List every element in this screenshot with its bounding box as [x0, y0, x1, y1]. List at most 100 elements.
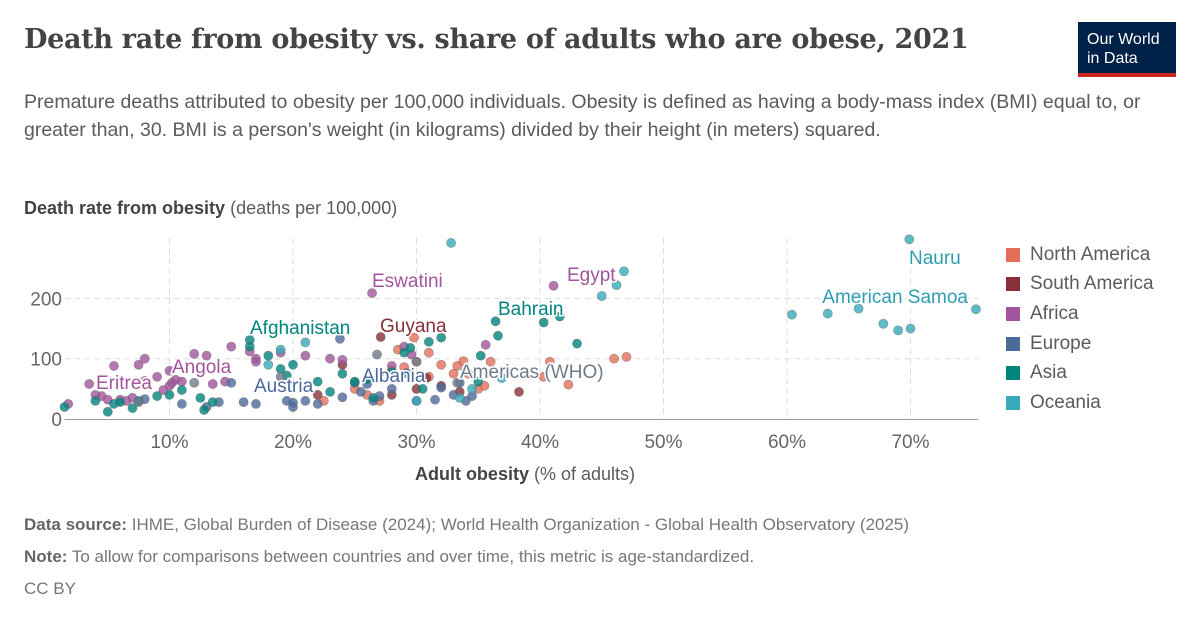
data-point: [152, 371, 163, 382]
data-point: [337, 355, 348, 365]
chart-subtitle: Premature deaths attributed to obesity p…: [24, 91, 1141, 141]
data-point: [436, 382, 447, 393]
data-point: [538, 317, 549, 328]
data-point: [467, 383, 477, 394]
data-point: [300, 350, 311, 361]
x-tick-label: 20%: [274, 432, 312, 453]
data-point: [878, 318, 889, 329]
owid-logo[interactable]: Our World in Data: [1078, 22, 1176, 77]
point-label: Eritrea: [96, 373, 152, 394]
data-point: [251, 399, 261, 409]
data-point: [401, 368, 412, 379]
x-tick-label: 30%: [397, 432, 435, 453]
data-point: [411, 396, 422, 406]
data-point: [199, 405, 209, 415]
point-label: Egypt: [567, 265, 616, 286]
y-tick-label: 100: [30, 350, 62, 371]
data-point: [572, 338, 582, 349]
data-point: [300, 396, 311, 406]
y-tick-label: 0: [51, 410, 62, 431]
data-point: [337, 392, 348, 403]
data-point: [822, 308, 833, 319]
data-point: [362, 374, 372, 385]
legend-item[interactable]: South America: [1006, 270, 1154, 300]
x-tick-label: 50%: [644, 432, 682, 453]
x-tick-label: 40%: [521, 432, 559, 453]
point-label: Nauru: [909, 248, 961, 269]
legend-label: Oceania: [1030, 391, 1101, 413]
legend-swatch: [1006, 366, 1020, 381]
legend-swatch: [1006, 336, 1020, 351]
data-point: [368, 392, 379, 403]
data-point: [548, 280, 559, 291]
data-point: [139, 376, 150, 386]
data-point: [971, 304, 981, 315]
data-point: [207, 397, 218, 408]
data-point: [164, 365, 175, 376]
data-point: [485, 356, 496, 367]
data-point: [84, 379, 95, 389]
legend-item[interactable]: Europe: [1006, 329, 1154, 359]
data-point: [176, 376, 187, 387]
data-point: [454, 392, 465, 403]
data-point: [325, 386, 335, 397]
data-point: [423, 347, 434, 358]
point-label: American Samoa: [822, 287, 968, 308]
x-tick-label: 10%: [150, 432, 188, 453]
data-point: [176, 399, 187, 409]
data-point: [458, 356, 469, 367]
legend-label: Africa: [1030, 302, 1079, 324]
data-point: [787, 309, 797, 320]
legend-item[interactable]: Africa: [1006, 299, 1154, 329]
data-point: [127, 403, 138, 414]
data-point: [189, 348, 200, 359]
legend-swatch: [1006, 395, 1020, 410]
data-point: [349, 376, 360, 387]
data-point: [375, 332, 386, 342]
data-point: [325, 353, 335, 364]
data-point: [611, 280, 622, 291]
data-point: [538, 371, 549, 382]
data-point: [139, 353, 150, 364]
data-point: [244, 341, 255, 352]
data-point: [176, 385, 187, 395]
chart-title: Death rate from obesity vs. share of adu…: [24, 24, 969, 55]
data-point: [405, 342, 416, 353]
data-point: [448, 368, 459, 379]
data-point: [195, 392, 206, 403]
legend-swatch: [1006, 247, 1020, 262]
data-point: [152, 391, 163, 401]
legend-label: North America: [1030, 243, 1151, 265]
data-point: [490, 316, 501, 327]
data-point: [430, 394, 440, 405]
legend-item[interactable]: Oceania: [1006, 388, 1154, 418]
point-label: Eswatini: [372, 271, 443, 292]
data-point: [514, 386, 524, 397]
data-point: [312, 376, 323, 387]
data-point: [59, 402, 70, 412]
legend-label: South America: [1030, 273, 1154, 295]
data-point: [226, 377, 237, 388]
legend-item[interactable]: North America: [1006, 240, 1154, 270]
legend-item[interactable]: Asia: [1006, 358, 1154, 388]
data-point: [475, 350, 486, 361]
data-point: [372, 349, 382, 360]
scatter-plot: 0 100 200 10% 20% 30% 40% 50% 60% 70% Nauru America…: [30, 234, 981, 453]
point-label: Bahrain: [498, 299, 564, 320]
point-label: Guyana: [380, 316, 447, 337]
point-label: Albania: [362, 366, 426, 387]
data-point: [544, 356, 555, 367]
data-point: [619, 266, 629, 277]
data-point: [133, 359, 144, 370]
y-axis-label: Death rate from obesity (deaths per 100,…: [24, 198, 398, 218]
license[interactable]: CC BY: [24, 579, 76, 598]
data-point: [421, 373, 432, 383]
data-point: [554, 311, 565, 322]
data-point: [423, 336, 434, 347]
data-point: [446, 238, 456, 248]
data-point: [367, 288, 377, 298]
x-tick-label: 70%: [891, 432, 929, 453]
x-axis-label: Adult obesity (% of adults): [414, 464, 636, 484]
data-point: [335, 333, 345, 344]
